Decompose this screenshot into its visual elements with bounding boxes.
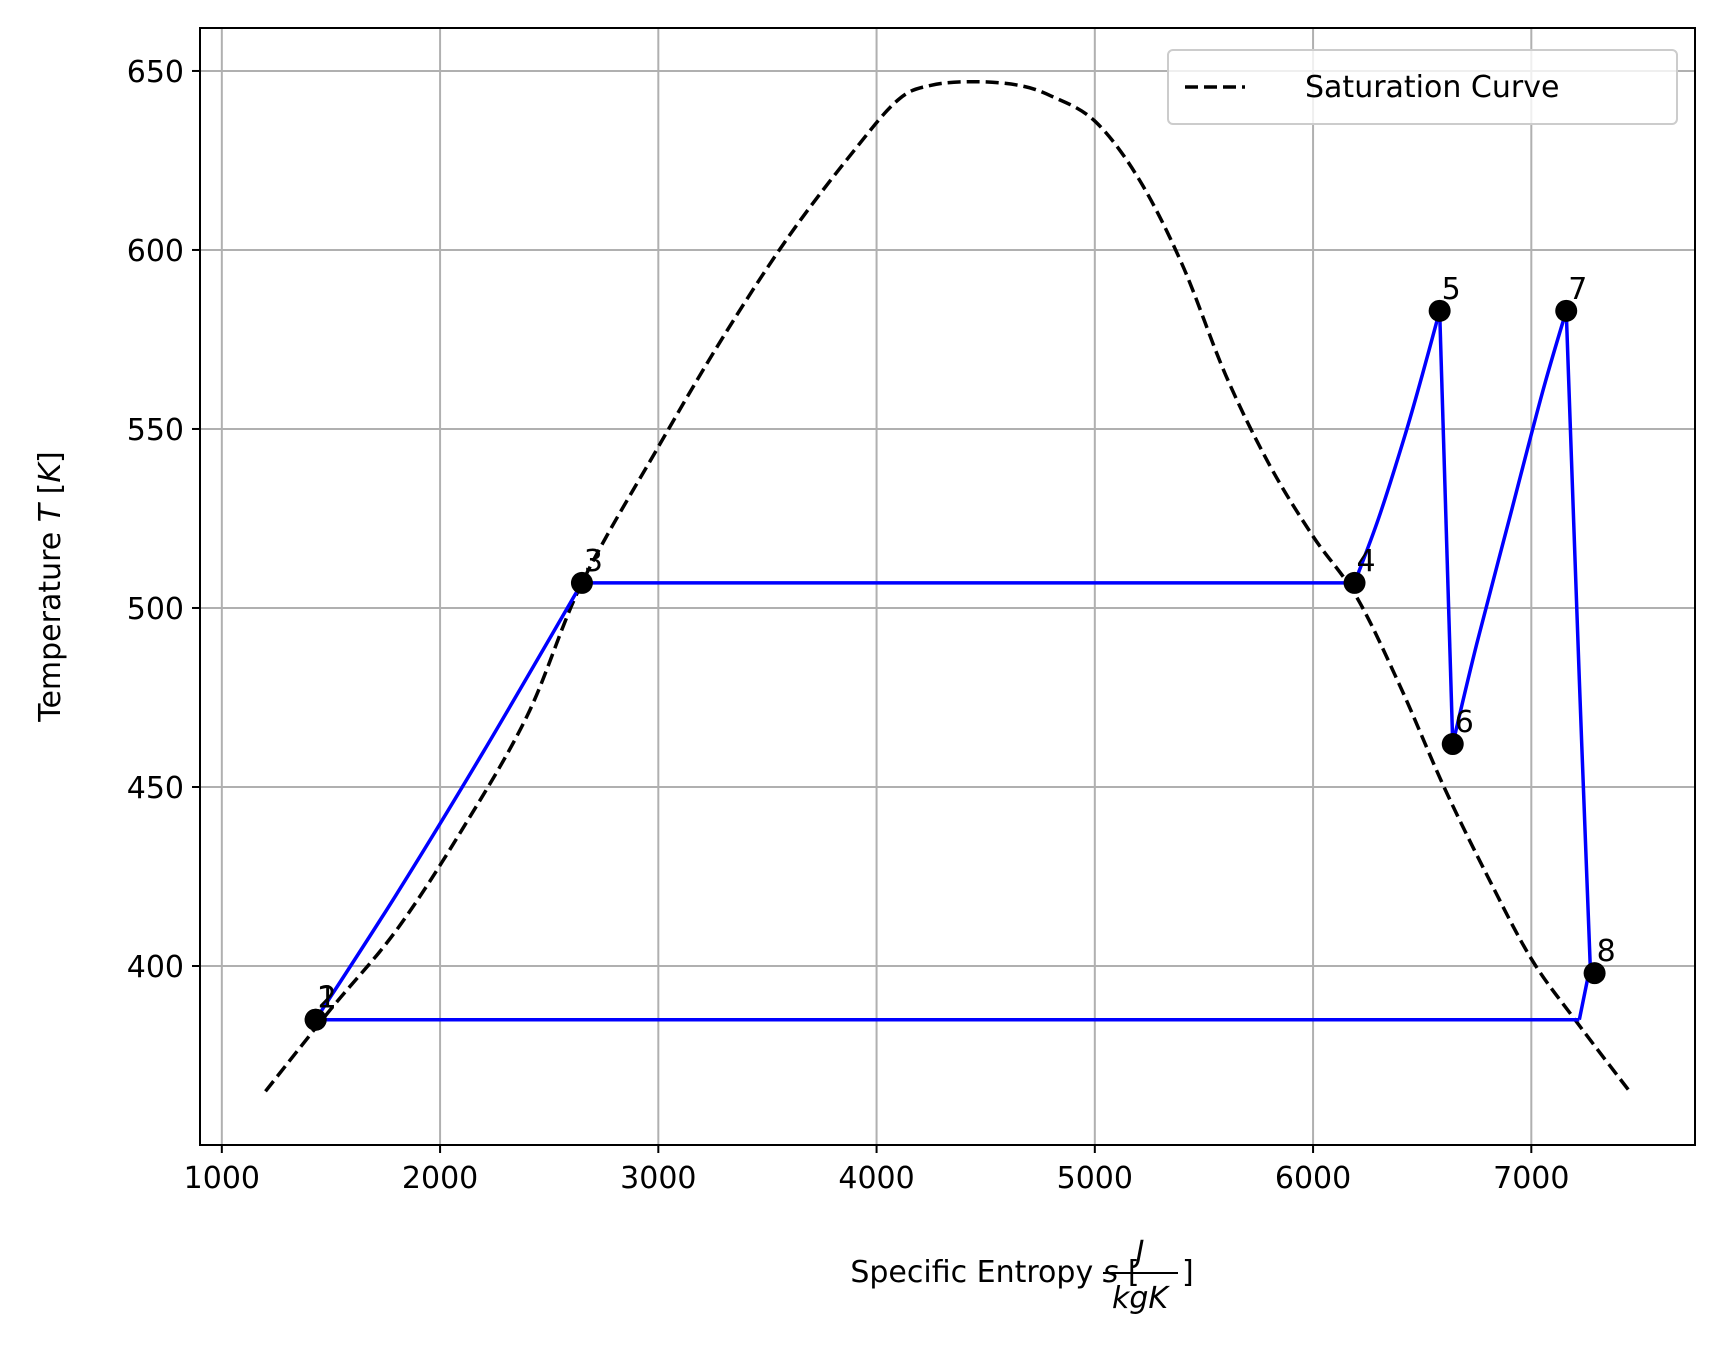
y-axis-label-var: T (33, 501, 68, 522)
state-point-8 (1583, 962, 1606, 985)
state-point-3 (570, 571, 593, 594)
x-tick-label-3000: 3000 (620, 1161, 696, 1196)
cycle-segment-6 (1564, 310, 1592, 967)
state-point-label-4: 4 (1357, 544, 1376, 579)
legend: Saturation Curve (1167, 49, 1678, 125)
grid-lines (200, 28, 1695, 1145)
y-tick-label-550: 550 (127, 413, 184, 448)
state-point-label-3: 3 (584, 544, 603, 579)
y-axis-ticks: 400 450 500 550 600 650 (127, 55, 200, 985)
x-axis-label-close-bracket: ] (1182, 1255, 1194, 1290)
cycle-segment-5 (1451, 310, 1568, 745)
y-axis-label-prefix: Temperature (33, 522, 68, 723)
state-point-4 (1343, 571, 1366, 594)
x-tick-label-2000: 2000 (402, 1161, 478, 1196)
state-point-label-1: 1 (318, 981, 337, 1016)
cycle-segment-3 (1352, 310, 1442, 584)
plot-area-frame (199, 27, 1696, 1146)
state-points-layer: 12 3 4 5 6 7 8 (304, 272, 1616, 1031)
x-axis-label: Specific Entropy s [ (850, 1255, 1139, 1290)
x-tick-label-5000: 5000 (1057, 1161, 1133, 1196)
legend-box (1167, 49, 1678, 125)
y-tick-label-650: 650 (127, 55, 184, 90)
cycle-segment-4 (1437, 310, 1455, 745)
x-tick-label-4000: 4000 (838, 1161, 914, 1196)
x-tick-label-1000: 1000 (184, 1161, 260, 1196)
state-point-5 (1428, 299, 1451, 322)
y-axis-label: Temperature T [K] (33, 451, 68, 723)
y-tick-label-500: 500 (127, 592, 184, 627)
state-point-label-8: 8 (1597, 934, 1616, 969)
state-point-2 (304, 1008, 327, 1031)
x-axis-label-prefix: Specific Entropy (850, 1255, 1102, 1290)
x-tick-label-6000: 6000 (1275, 1161, 1351, 1196)
legend-saturation-label: Saturation Curve (1305, 70, 1559, 105)
y-tick-label-600: 600 (127, 234, 184, 269)
state-point-label-2: 2 (318, 981, 337, 1016)
y-tick-label-400: 400 (127, 950, 184, 985)
state-point-6 (1441, 733, 1464, 756)
x-tick-label-7000: 7000 (1493, 1161, 1569, 1196)
state-point-label-6: 6 (1455, 705, 1474, 740)
cycle-segment-1 (314, 582, 584, 1021)
state-point-7 (1555, 299, 1578, 322)
saturation-curve-layer (264, 79, 1631, 1093)
y-axis-label-unit: K (33, 461, 68, 483)
state-point-label-7: 7 (1568, 272, 1587, 307)
y-tick-label-450: 450 (127, 771, 184, 806)
state-point-label-5: 5 (1442, 272, 1461, 307)
x-axis-ticks: 1000 2000 3000 4000 5000 6000 7000 (184, 1145, 1569, 1196)
x-axis-unit-denominator: kgK (1112, 1281, 1170, 1316)
saturation-curve-line (264, 79, 1631, 1093)
